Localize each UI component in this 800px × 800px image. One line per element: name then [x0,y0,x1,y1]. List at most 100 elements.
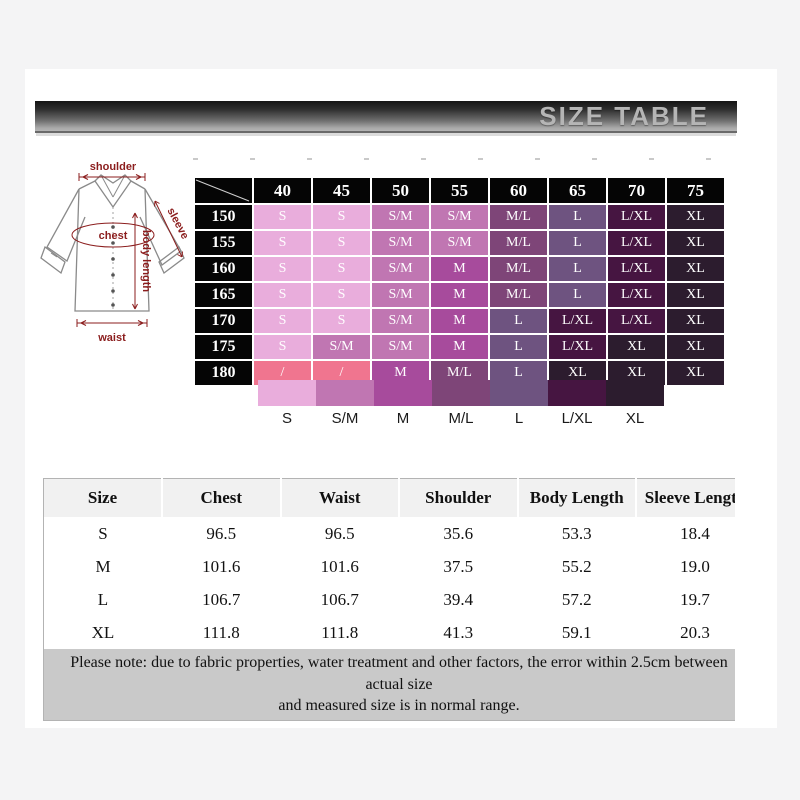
measurement-value: XL [91,622,115,642]
size-cell: S [254,205,311,229]
matrix-col-header: 50 [372,178,429,203]
measurements-section: Size Chest Waist Shoulder Body Length Sleeve … [43,478,735,721]
legend-label: S [281,410,292,427]
size-matrix-table: 40 45 50 55 60 65 70 75 150 S S S/M S/M M/L L L/XL XL 15… [193,176,726,387]
legend-label: S/M [331,410,359,427]
measurement-value: 106.7 [202,589,241,609]
size-cell: M [431,283,488,307]
matrix-row: 170 S S S/M M L L/XL L/XL XL [195,309,724,333]
size-cell: S [254,335,311,359]
size-cell: L [549,257,606,281]
measurements-col-header: Shoulder [398,478,518,517]
note-line-1: Please note: due to fabric properties, w… [70,654,728,693]
measurement-value: S [98,523,108,543]
size-cell: XL [667,283,724,307]
measurements-col-header: Sleeve Length [635,478,735,517]
measurement-value: 37.5 [443,556,474,576]
size-cell: XL [667,361,724,385]
size-cell: S/M [372,309,429,333]
size-cell: L/XL [608,257,665,281]
size-cell: S [313,205,370,229]
header-banner: SIZE TABLE [35,101,737,133]
measurements-table: Size Chest Waist Shoulder Body Length Sleeve … [43,478,735,721]
ruler-tick [478,158,483,160]
size-cell: S [254,257,311,281]
size-cell: L/XL [608,309,665,333]
measurement-value: 35.6 [443,523,474,543]
size-cell: M [431,335,488,359]
legend-label: L [514,410,524,427]
note-line-2: and measured size is in normal range. [278,697,520,715]
size-cell: XL [608,335,665,359]
measurement-value: L [97,589,109,609]
matrix-row: 150 S S S/M S/M M/L L L/XL XL [195,205,724,229]
matrix-col-header: 45 [313,178,370,203]
legend-item: XL [606,380,664,430]
legend-label: L/XL [561,410,593,427]
size-cell: S/M [372,283,429,307]
size-cell: S [254,309,311,333]
diagram-label-sleeve: sleeve [164,206,190,241]
ruler-tick [193,158,198,160]
size-cell: L [549,205,606,229]
size-cell: M/L [490,283,547,307]
matrix-col-header: 65 [549,178,606,203]
size-cell: S/M [372,231,429,255]
matrix-corner-cell [195,178,252,203]
diagram-label-waist: waist [97,332,126,344]
measurements-col-header: Waist [279,478,399,517]
matrix-row-header: 170 [195,309,252,333]
matrix-row: 175 S S/M S/M M L L/XL XL XL [195,335,724,359]
matrix-col-header: 60 [490,178,547,203]
measurement-value: 20.3 [680,622,710,642]
ruler-tick [364,158,369,160]
matrix-col-header: 75 [667,178,724,203]
matrix-row-header: 155 [195,231,252,255]
legend-item: L/XL [548,380,606,430]
shirt-measurement-diagram: shoulder chest sleeve body length waist [35,161,195,353]
legend-swatch [316,380,374,406]
size-cell: S [313,309,370,333]
size-cell: L [490,309,547,333]
size-cell: S/M [431,231,488,255]
measurement-value: 39.4 [443,589,474,609]
size-cell: M [431,309,488,333]
ruler-tick [421,158,426,160]
size-cell: L [549,231,606,255]
ruler-tick [535,158,540,160]
size-cell: L [549,283,606,307]
measurement-value: 59.1 [561,622,592,642]
legend-item: M/L [432,380,490,430]
measurements-row: XL 111.8 111.8 41.3 59.1 20.3 [44,616,736,649]
measurement-value: M [95,556,111,576]
size-cell: S [254,283,311,307]
measurement-value: 96.5 [324,523,355,543]
legend-swatch [258,380,316,406]
matrix-row-header: 150 [195,205,252,229]
measurement-value: 53.3 [561,523,592,543]
legend-label: M/L [448,410,474,427]
matrix-row-header: 175 [195,335,252,359]
size-cell: L/XL [549,309,606,333]
size-cell: XL [667,257,724,281]
measurements-col-header: Size [43,478,162,517]
measurement-value: 19.0 [680,556,710,576]
measurement-value: 101.6 [320,556,359,576]
size-cell: XL [667,335,724,359]
size-cell: S [313,231,370,255]
measurement-value: 18.4 [680,523,710,543]
legend-item: S/M [316,380,374,430]
size-cell: S/M [372,205,429,229]
diagram-label-chest: chest [99,230,128,242]
measurements-col-header: Chest [161,478,281,517]
size-cell: L/XL [608,205,665,229]
size-matrix-section: 40 45 50 55 60 65 70 75 150 S S S/M S/M M/L L L/XL XL 15… [193,176,726,387]
size-cell: S [313,283,370,307]
size-cell: L/XL [608,231,665,255]
size-cell: M/L [490,257,547,281]
size-cell: S [254,231,311,255]
legend-item: L [490,380,548,430]
size-cell: S/M [372,335,429,359]
size-cell: XL [667,231,724,255]
